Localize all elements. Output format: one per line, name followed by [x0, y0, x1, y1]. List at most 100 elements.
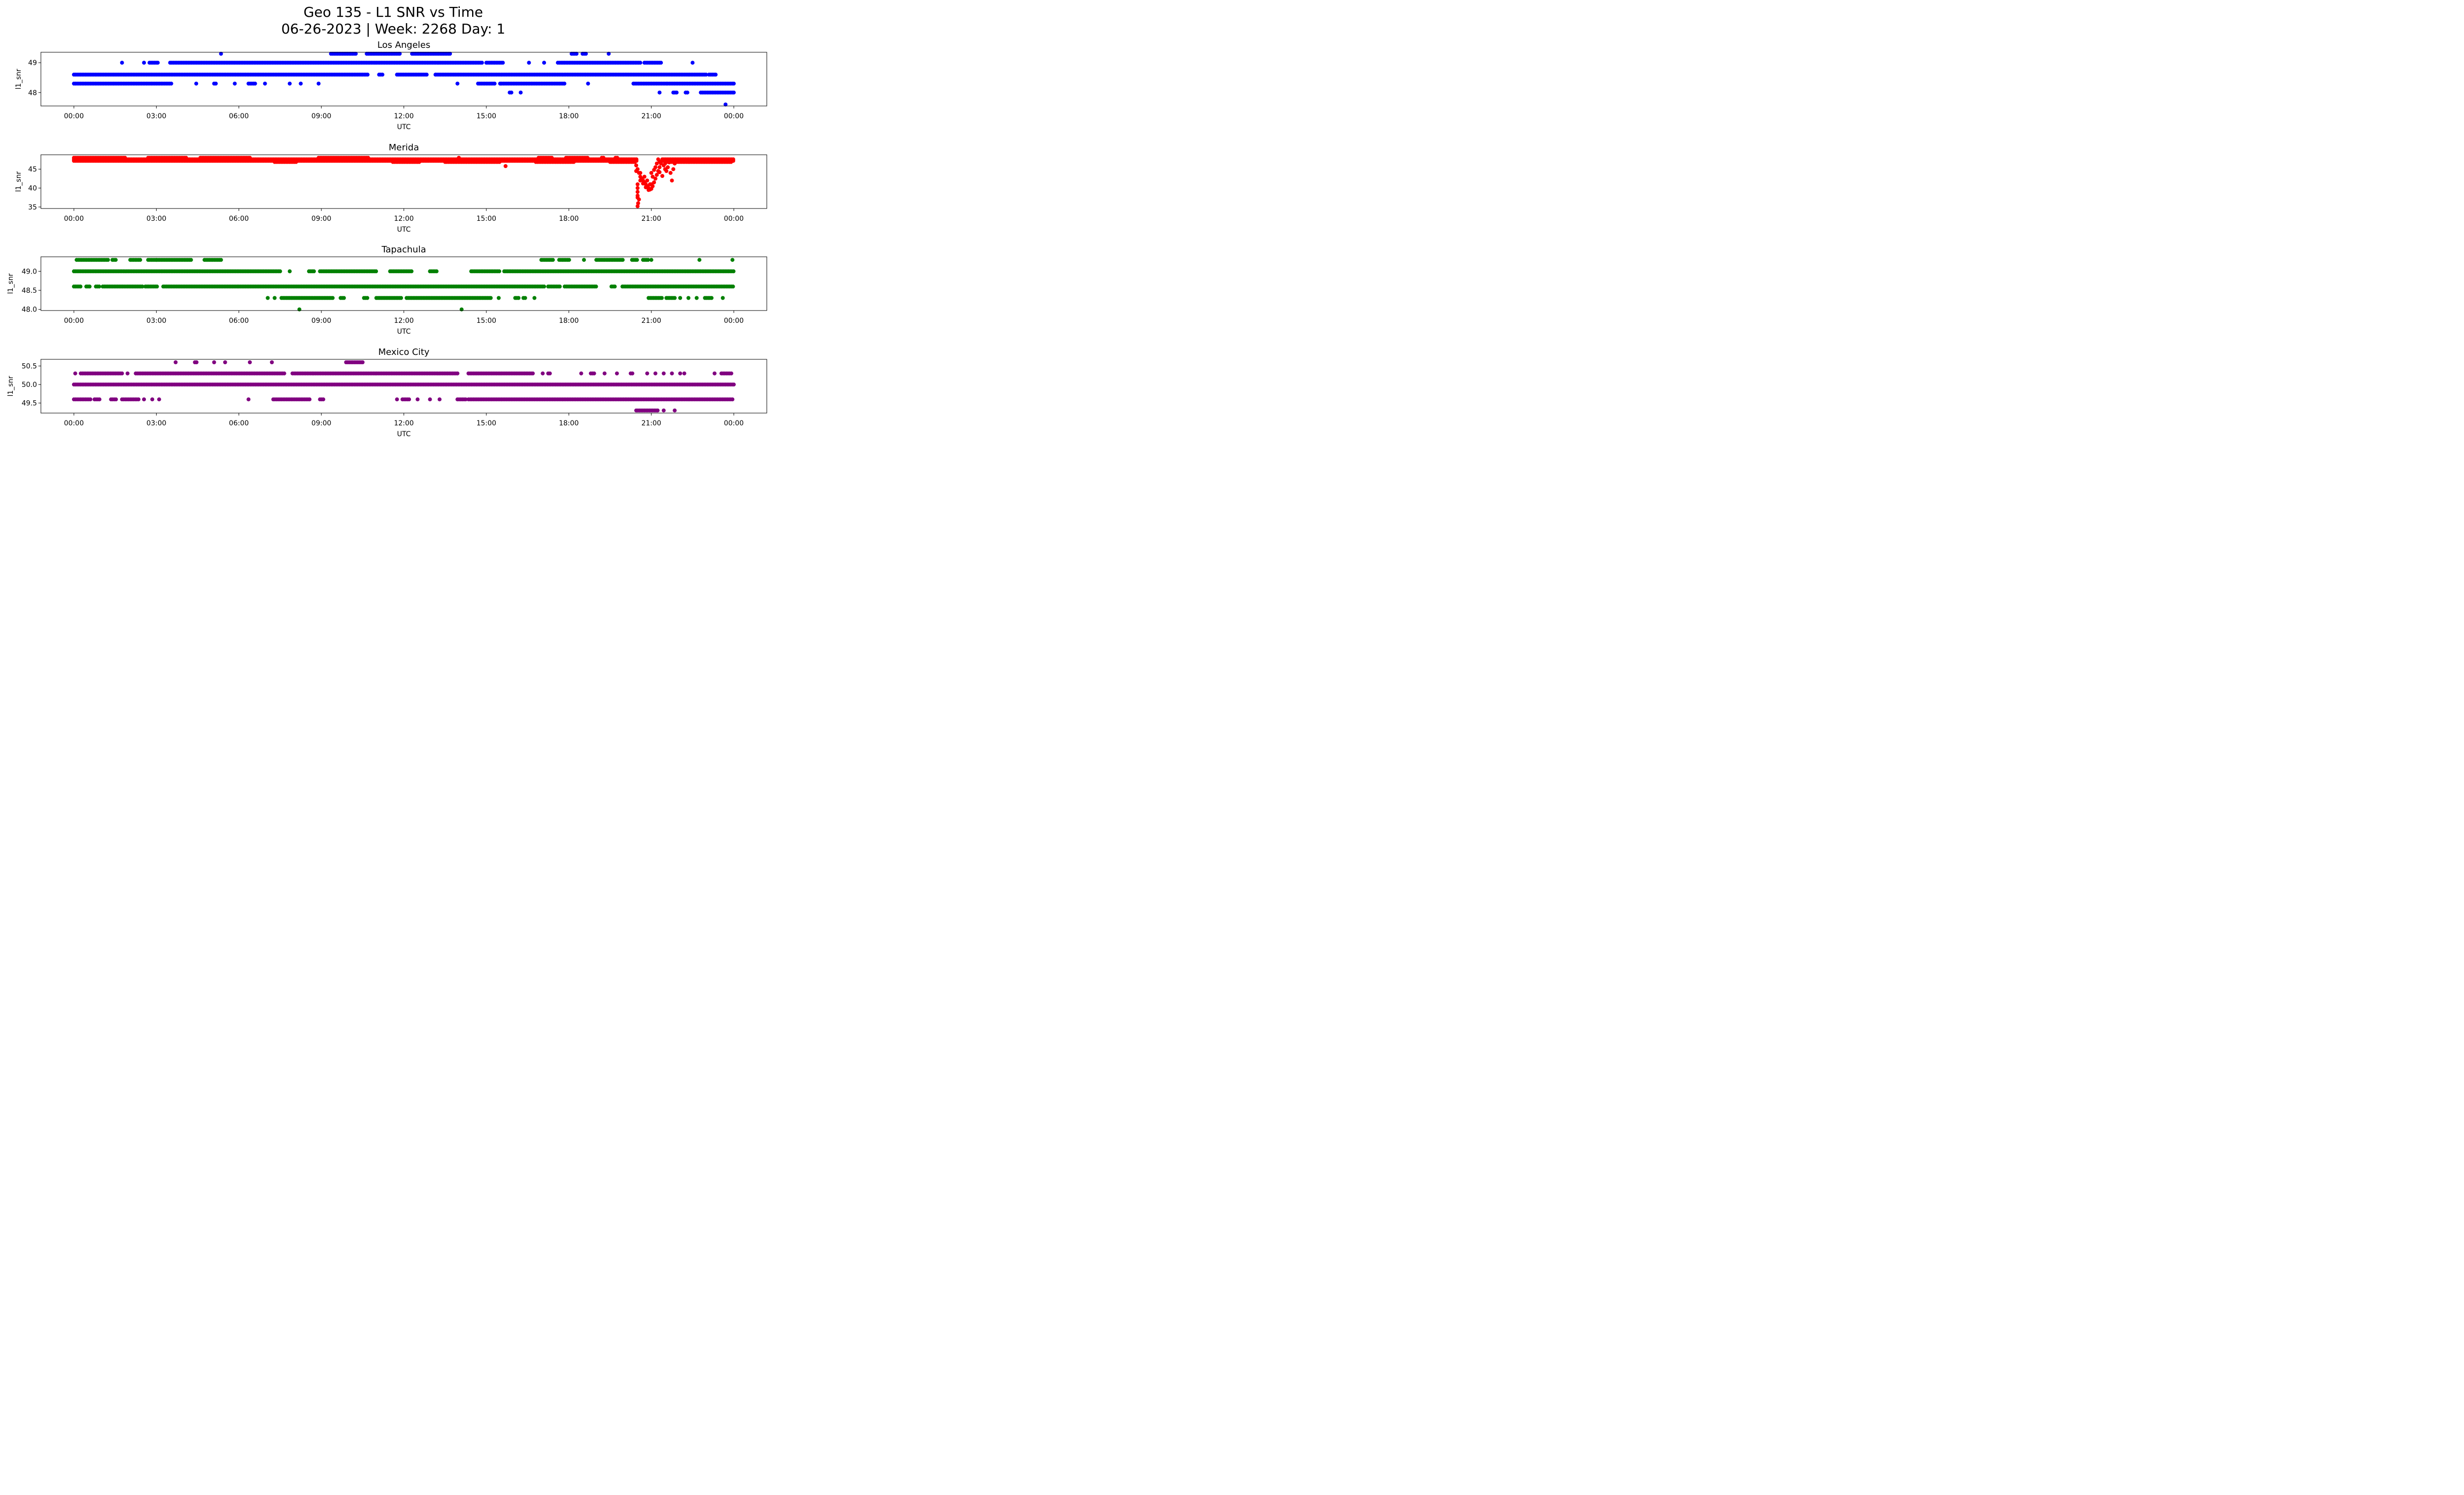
- data-point: [263, 81, 267, 86]
- data-point: [713, 371, 717, 376]
- subplot-title: Los Angeles: [377, 40, 431, 50]
- data-point: [503, 164, 508, 168]
- data-point: [497, 269, 502, 274]
- data-point: [542, 284, 547, 289]
- data-point: [287, 269, 292, 274]
- x-tick-label: 09:00: [311, 112, 331, 120]
- y-tick-label: 48.5: [22, 287, 37, 295]
- data-point: [586, 81, 590, 86]
- data-point: [113, 258, 118, 262]
- data-point: [653, 176, 657, 181]
- data-point: [670, 178, 674, 183]
- x-axis-label: UTC: [397, 226, 411, 234]
- y-tick-label: 48.0: [22, 306, 37, 314]
- data-point: [518, 90, 523, 95]
- x-tick-label: 03:00: [146, 419, 166, 427]
- data-point: [169, 81, 173, 86]
- data-point: [557, 284, 562, 289]
- x-tick-label: 00:00: [724, 215, 744, 223]
- x-tick-label: 00:00: [724, 317, 744, 325]
- data-point: [653, 165, 657, 170]
- data-point: [282, 371, 286, 376]
- x-tick-label: 15:00: [477, 317, 496, 325]
- data-point: [659, 61, 663, 65]
- x-axis-label: UTC: [397, 328, 411, 336]
- data-point: [415, 397, 420, 402]
- data-point: [635, 258, 639, 262]
- subplot-merida: Merida 00:00 03:00 06:00 09:00 12:00 15:00 18:0…: [15, 142, 767, 234]
- data-point: [125, 371, 130, 376]
- x-tick-label: 06:00: [229, 419, 249, 427]
- data-point: [374, 269, 378, 274]
- data-point: [602, 371, 607, 376]
- data-point: [732, 90, 736, 95]
- data-point: [365, 296, 370, 300]
- data-point: [223, 360, 227, 364]
- y-tick-label: 35: [28, 204, 37, 211]
- x-tick-label: 18:00: [559, 112, 579, 120]
- data-point: [299, 81, 303, 86]
- data-point: [657, 159, 662, 164]
- x-axis-label: UTC: [397, 123, 411, 131]
- subplot-title: Mexico City: [378, 347, 430, 357]
- plot-frame: [40, 52, 767, 106]
- data-point: [150, 397, 154, 402]
- data-point: [650, 174, 655, 179]
- data-point: [686, 296, 690, 300]
- data-point: [648, 182, 652, 186]
- data-point: [424, 72, 429, 77]
- data-point: [685, 90, 689, 95]
- data-point: [562, 81, 567, 86]
- data-point: [294, 160, 298, 164]
- x-tick-label: 15:00: [477, 215, 496, 223]
- x-tick-label: 09:00: [311, 317, 331, 325]
- data-point: [670, 371, 674, 376]
- data-point: [720, 296, 725, 300]
- data-point: [88, 397, 93, 402]
- x-tick-label: 06:00: [229, 215, 249, 223]
- data-point: [615, 371, 619, 376]
- data-point: [661, 371, 666, 376]
- y-axis-label: l1_snr: [7, 376, 15, 396]
- data-point: [657, 165, 662, 170]
- data-point: [97, 284, 102, 289]
- x-tick-label: 18:00: [559, 419, 579, 427]
- data-point: [682, 371, 686, 376]
- data-point: [497, 160, 502, 164]
- x-tick-label: 21:00: [641, 419, 661, 427]
- data-point: [87, 284, 92, 289]
- data-point: [729, 371, 733, 376]
- data-point: [638, 61, 643, 65]
- data-points: [72, 52, 736, 106]
- data-point: [266, 296, 270, 300]
- data-point: [106, 258, 110, 262]
- data-point: [321, 397, 325, 402]
- data-point: [666, 159, 670, 164]
- data-point: [438, 397, 442, 402]
- data-point: [213, 81, 218, 86]
- data-point: [574, 52, 579, 56]
- x-tick-label: 06:00: [229, 112, 249, 120]
- data-point: [253, 81, 257, 86]
- data-point: [704, 72, 708, 77]
- data-point: [649, 258, 653, 262]
- y-tick-label: 50.5: [22, 363, 37, 371]
- data-point: [634, 169, 638, 173]
- data-point: [509, 90, 513, 95]
- x-tick-label: 18:00: [559, 317, 579, 325]
- data-point: [173, 360, 178, 364]
- data-point: [714, 72, 718, 77]
- y-tick-label: 49.5: [22, 400, 37, 408]
- data-point: [278, 269, 282, 274]
- data-point: [582, 258, 586, 262]
- data-point: [646, 258, 650, 262]
- data-point: [248, 360, 252, 364]
- data-point: [730, 258, 735, 262]
- data-point: [642, 174, 647, 179]
- data-point: [664, 169, 669, 173]
- data-point: [155, 284, 159, 289]
- data-points: [72, 258, 736, 312]
- data-point: [380, 72, 384, 77]
- data-point: [649, 171, 653, 175]
- data-point: [140, 284, 144, 289]
